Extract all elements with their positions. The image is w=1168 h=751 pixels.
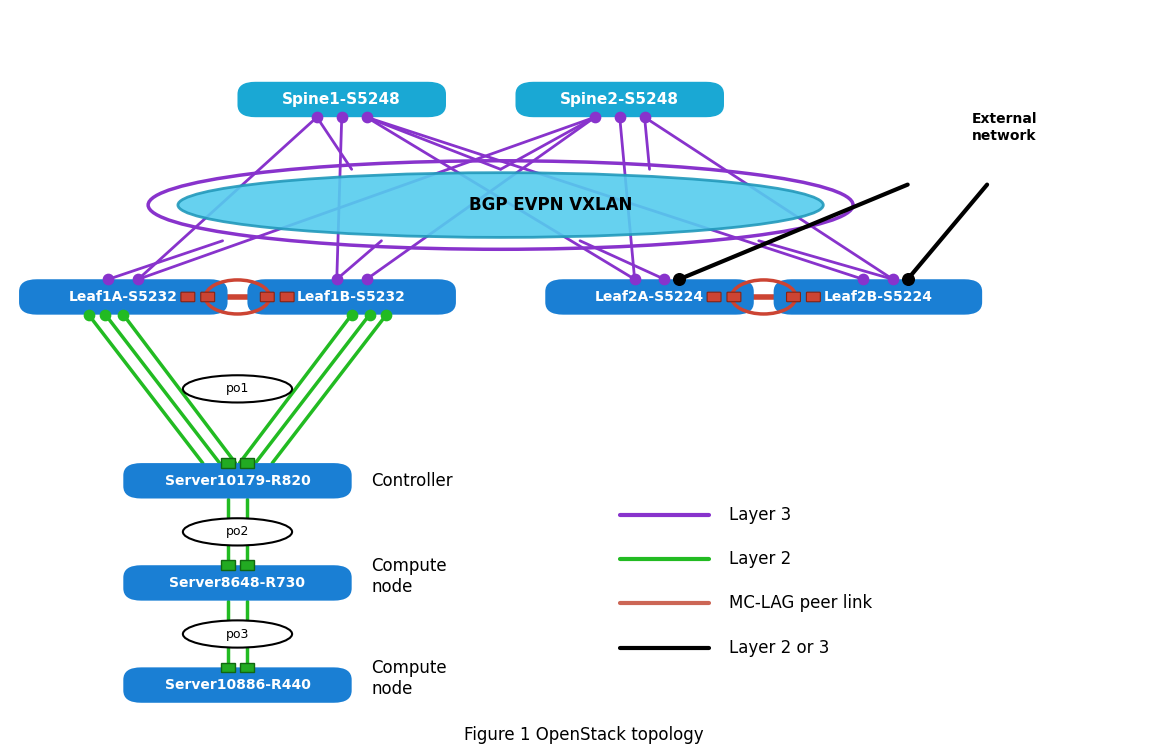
Point — [99, 273, 118, 285]
Ellipse shape — [925, 104, 1077, 156]
Circle shape — [910, 101, 978, 148]
Text: Spine2-S5248: Spine2-S5248 — [561, 92, 680, 107]
Circle shape — [915, 126, 968, 163]
Point — [585, 111, 604, 123]
Ellipse shape — [183, 518, 292, 545]
FancyBboxPatch shape — [545, 279, 753, 315]
Text: Server10179-R820: Server10179-R820 — [165, 474, 311, 488]
FancyBboxPatch shape — [124, 668, 352, 703]
Point — [854, 273, 872, 285]
Point — [96, 309, 114, 321]
FancyBboxPatch shape — [786, 292, 800, 302]
FancyBboxPatch shape — [124, 566, 352, 601]
Point — [79, 309, 98, 321]
Text: Layer 2: Layer 2 — [729, 550, 791, 568]
Text: External
network: External network — [972, 113, 1037, 143]
FancyBboxPatch shape — [241, 560, 255, 570]
Text: Layer 2 or 3: Layer 2 or 3 — [729, 638, 829, 656]
Circle shape — [959, 131, 1016, 170]
FancyBboxPatch shape — [241, 662, 255, 672]
Text: Spine1-S5248: Spine1-S5248 — [283, 92, 401, 107]
Text: BGP EVPN VXLAN: BGP EVPN VXLAN — [468, 196, 632, 214]
FancyBboxPatch shape — [124, 463, 352, 499]
Point — [357, 273, 376, 285]
Text: Compute
node: Compute node — [371, 659, 447, 698]
FancyBboxPatch shape — [19, 279, 228, 315]
Text: Server10886-R440: Server10886-R440 — [165, 678, 311, 692]
Point — [114, 309, 133, 321]
Circle shape — [946, 85, 1021, 136]
Text: MC-LAG peer link: MC-LAG peer link — [729, 594, 872, 612]
Text: Figure 1 OpenStack topology: Figure 1 OpenStack topology — [464, 726, 704, 744]
FancyBboxPatch shape — [726, 292, 741, 302]
Circle shape — [1033, 111, 1090, 150]
Text: Leaf2B-S5224: Leaf2B-S5224 — [823, 290, 932, 304]
Ellipse shape — [183, 376, 292, 403]
Text: Controller: Controller — [371, 472, 453, 490]
Point — [128, 273, 147, 285]
FancyBboxPatch shape — [515, 82, 724, 117]
Point — [357, 111, 376, 123]
Text: Compute
node: Compute node — [371, 556, 447, 596]
Point — [625, 273, 644, 285]
Point — [327, 273, 346, 285]
Point — [655, 273, 674, 285]
Text: Leaf2A-S5224: Leaf2A-S5224 — [595, 290, 704, 304]
Text: po2: po2 — [225, 526, 249, 538]
FancyBboxPatch shape — [181, 292, 195, 302]
FancyBboxPatch shape — [806, 292, 820, 302]
Point — [883, 273, 902, 285]
Point — [898, 273, 917, 285]
Point — [611, 111, 630, 123]
Point — [635, 111, 654, 123]
FancyBboxPatch shape — [241, 458, 255, 468]
Text: Layer 3: Layer 3 — [729, 506, 791, 524]
FancyBboxPatch shape — [237, 82, 446, 117]
Point — [307, 111, 326, 123]
Circle shape — [1016, 130, 1066, 164]
FancyBboxPatch shape — [707, 292, 721, 302]
Ellipse shape — [178, 173, 823, 237]
FancyBboxPatch shape — [773, 279, 982, 315]
FancyBboxPatch shape — [201, 292, 215, 302]
Text: po3: po3 — [225, 628, 249, 641]
Point — [377, 309, 396, 321]
Point — [333, 111, 352, 123]
FancyBboxPatch shape — [280, 292, 294, 302]
FancyBboxPatch shape — [260, 292, 274, 302]
Point — [360, 309, 378, 321]
Ellipse shape — [183, 620, 292, 647]
Text: Leaf1A-S5232: Leaf1A-S5232 — [69, 290, 178, 304]
Text: Server8648-R730: Server8648-R730 — [169, 576, 306, 590]
FancyBboxPatch shape — [221, 560, 235, 570]
Point — [342, 309, 361, 321]
Point — [670, 273, 689, 285]
Text: Leaf1B-S5232: Leaf1B-S5232 — [297, 290, 406, 304]
FancyBboxPatch shape — [248, 279, 456, 315]
Text: po1: po1 — [225, 382, 249, 395]
FancyBboxPatch shape — [221, 458, 235, 468]
Circle shape — [997, 91, 1065, 137]
FancyBboxPatch shape — [221, 662, 235, 672]
